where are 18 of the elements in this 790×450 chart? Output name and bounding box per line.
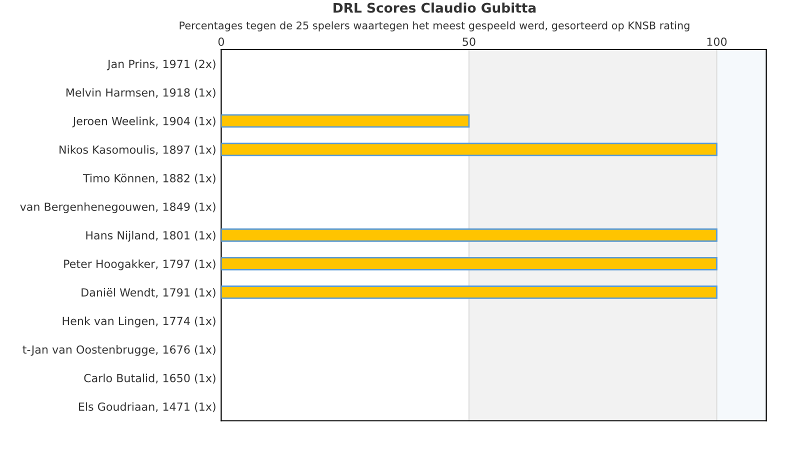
y-tick-label: Jan Prins, 1971 (2x): [106, 60, 216, 70]
y-tick-label: Carlo Butalid, 1650 (1x): [84, 374, 216, 384]
x-tick-label: 100: [707, 38, 727, 46]
y-tick-label: Jeroen Weelink, 1904 (1x): [72, 116, 216, 128]
y-tick-label: Melvin Harmsen, 1918 (1x): [66, 88, 216, 98]
y-tick-label: Hans Nijland, 1801 (1x): [86, 230, 216, 242]
x-tick-label: 50: [462, 38, 476, 46]
x-tick-label: 0: [218, 38, 224, 46]
y-tick-label: t-Jan van Oostenbrugge, 1676 (1x): [22, 345, 216, 356]
chart-title: DRL Scores Claudio Gubitta: [334, 2, 536, 13]
y-tick-label: van Bergenhenegouwen, 1849 (1x): [20, 202, 216, 214]
chart-subtitle: Percentages tegen de 25 spelers waartegen het meest gespeeld werd, gesorteerd op KNSB rating: [180, 21, 690, 32]
y-tick-label: Nikos Kasomoulis, 1897 (1x): [60, 145, 216, 156]
y-tick-label: Timo Können, 1882 (1x): [82, 174, 216, 184]
y-tick-label: Daniël Wendt, 1791 (1x): [82, 288, 216, 298]
y-tick-label: Henk van Lingen, 1774 (1x): [62, 316, 216, 328]
y-tick-label: Els Goudriaan, 1471 (1x): [78, 402, 216, 412]
y-tick-label: Peter Hoogakker, 1797 (1x): [64, 259, 216, 270]
